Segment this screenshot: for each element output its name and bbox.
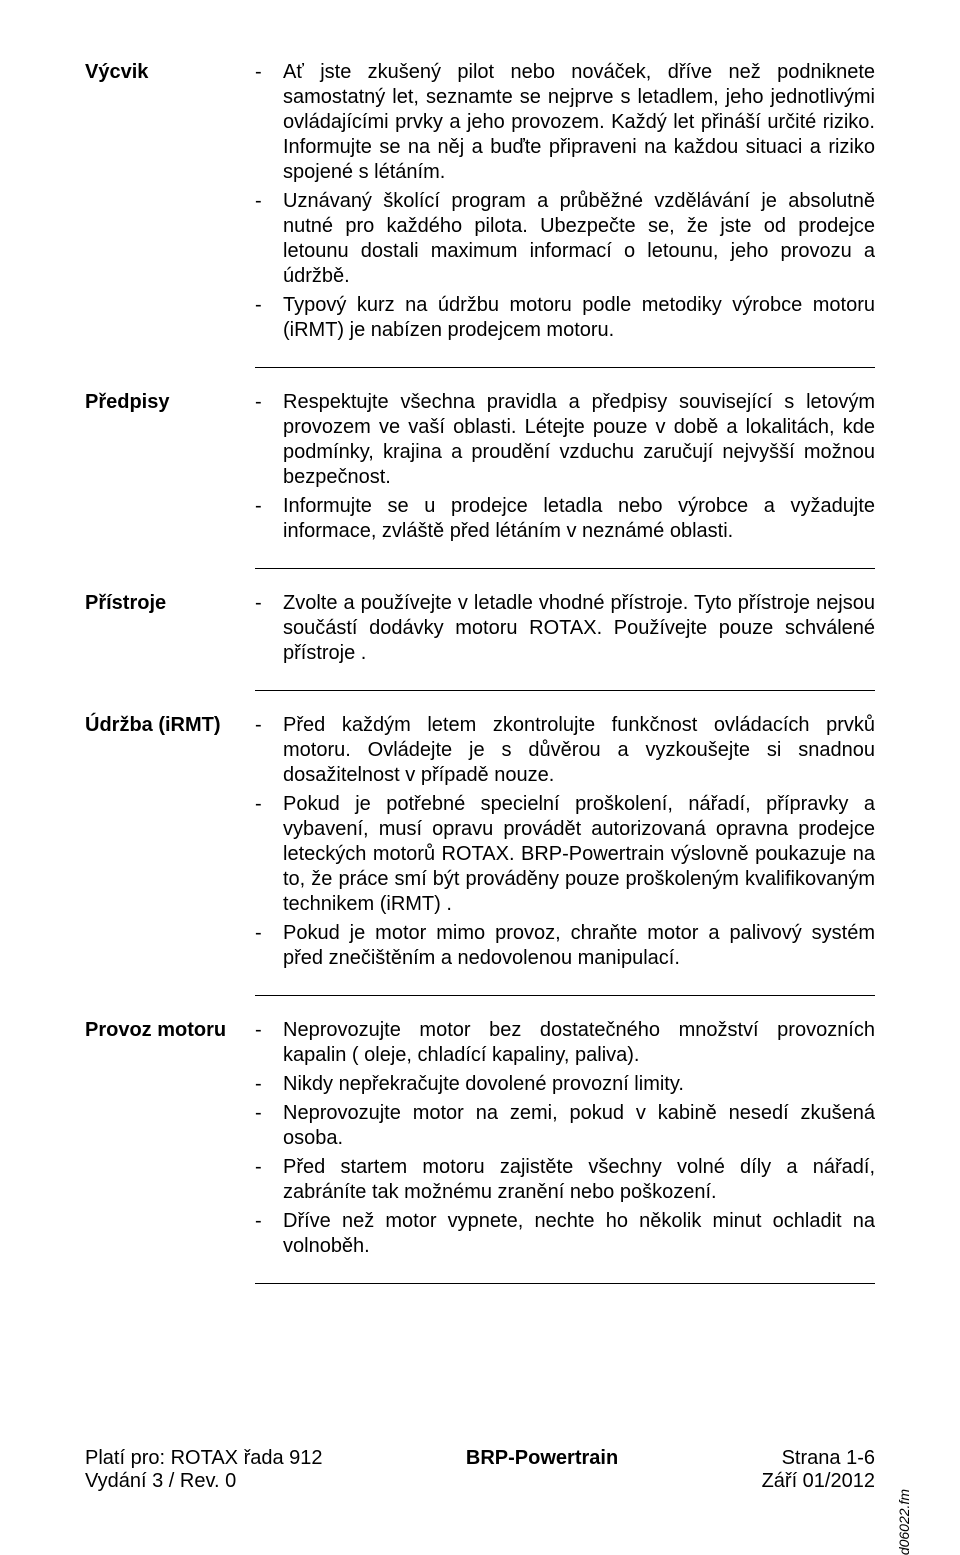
section-content: -Před každým letem zkontrolujte funkčnos… bbox=[255, 713, 875, 975]
bullet-item: -Typový kurz na údržbu motoru podle meto… bbox=[255, 293, 875, 343]
bullet-text: Před startem motoru zajistěte všechny vo… bbox=[283, 1155, 875, 1205]
bullet-item: -Ať jste zkušený pilot nebo nováček, dří… bbox=[255, 60, 875, 185]
footer-center: BRP-Powertrain bbox=[466, 1447, 618, 1493]
bullet-text: Zvolte a používejte v letadle vhodné pří… bbox=[283, 591, 875, 666]
bullet-text: Informujte se u prodejce letadla nebo vý… bbox=[283, 494, 875, 544]
bullet-item: -Uznávaný školící program a průběžné vzd… bbox=[255, 189, 875, 289]
bullet-item: -Neprovozujte motor bez dostatečného mno… bbox=[255, 1018, 875, 1068]
section-label: Předpisy bbox=[85, 390, 255, 548]
bullet-dash-icon: - bbox=[255, 792, 283, 917]
bullet-text: Pokud je potřebné specielní proškolení, … bbox=[283, 792, 875, 917]
footer-left: Platí pro: ROTAX řada 912 Vydání 3 / Rev… bbox=[85, 1447, 323, 1493]
bullet-text: Typový kurz na údržbu motoru podle metod… bbox=[283, 293, 875, 343]
bullet-item: -Pokud je motor mimo provoz, chraňte mot… bbox=[255, 921, 875, 971]
page: Výcvik-Ať jste zkušený pilot nebo nováče… bbox=[0, 0, 960, 1531]
bullet-dash-icon: - bbox=[255, 1155, 283, 1205]
bullet-text: Dříve než motor vypnete, nechte ho někol… bbox=[283, 1209, 875, 1259]
section-label: Údržba (iRMT) bbox=[85, 713, 255, 975]
bullet-dash-icon: - bbox=[255, 390, 283, 490]
bullet-item: -Informujte se u prodejce letadla nebo v… bbox=[255, 494, 875, 544]
side-filename: d06022.fm bbox=[896, 1489, 912, 1555]
bullet-dash-icon: - bbox=[255, 591, 283, 666]
bullet-dash-icon: - bbox=[255, 293, 283, 343]
bullet-text: Neprovozujte motor na zemi, pokud v kabi… bbox=[283, 1101, 875, 1151]
bullet-dash-icon: - bbox=[255, 1072, 283, 1097]
bullet-text: Respektujte všechna pravidla a předpisy … bbox=[283, 390, 875, 490]
footer-right-line1: Strana 1-6 bbox=[782, 1447, 875, 1469]
section: Údržba (iRMT)-Před každým letem zkontrol… bbox=[85, 713, 875, 975]
bullet-text: Uznávaný školící program a průběžné vzdě… bbox=[283, 189, 875, 289]
bullet-dash-icon: - bbox=[255, 189, 283, 289]
bullet-dash-icon: - bbox=[255, 713, 283, 788]
bullet-item: -Neprovozujte motor na zemi, pokud v kab… bbox=[255, 1101, 875, 1151]
section: Přístroje-Zvolte a používejte v letadle … bbox=[85, 591, 875, 670]
footer: Platí pro: ROTAX řada 912 Vydání 3 / Rev… bbox=[85, 1447, 875, 1493]
bullet-text: Neprovozujte motor bez dostatečného množ… bbox=[283, 1018, 875, 1068]
footer-left-line1: Platí pro: ROTAX řada 912 bbox=[85, 1447, 323, 1469]
section-content: -Respektujte všechna pravidla a předpisy… bbox=[255, 390, 875, 548]
bullet-dash-icon: - bbox=[255, 494, 283, 544]
section-divider bbox=[255, 568, 875, 569]
bullet-item: -Před každým letem zkontrolujte funkčnos… bbox=[255, 713, 875, 788]
bullet-item: -Zvolte a používejte v letadle vhodné př… bbox=[255, 591, 875, 666]
section-divider bbox=[255, 1283, 875, 1284]
bullet-dash-icon: - bbox=[255, 60, 283, 185]
section-label: Přístroje bbox=[85, 591, 255, 670]
bullet-item: -Respektujte všechna pravidla a předpisy… bbox=[255, 390, 875, 490]
section: Výcvik-Ať jste zkušený pilot nebo nováče… bbox=[85, 60, 875, 347]
bullet-dash-icon: - bbox=[255, 1018, 283, 1068]
bullet-item: -Pokud je potřebné specielní proškolení,… bbox=[255, 792, 875, 917]
section-divider bbox=[255, 995, 875, 996]
footer-left-line2: Vydání 3 / Rev. 0 bbox=[85, 1470, 236, 1492]
footer-right: Strana 1-6 Září 01/2012 bbox=[762, 1447, 875, 1493]
section-content: -Neprovozujte motor bez dostatečného mno… bbox=[255, 1018, 875, 1263]
bullet-text: Nikdy nepřekračujte dovolené provozní li… bbox=[283, 1072, 875, 1097]
section-content: -Zvolte a používejte v letadle vhodné př… bbox=[255, 591, 875, 670]
bullet-item: -Před startem motoru zajistěte všechny v… bbox=[255, 1155, 875, 1205]
bullet-text: Ať jste zkušený pilot nebo nováček, dřív… bbox=[283, 60, 875, 185]
section: Provoz motoru-Neprovozujte motor bez dos… bbox=[85, 1018, 875, 1263]
bullet-item: -Dříve než motor vypnete, nechte ho něko… bbox=[255, 1209, 875, 1259]
section-label: Výcvik bbox=[85, 60, 255, 347]
bullet-dash-icon: - bbox=[255, 1101, 283, 1151]
section-divider bbox=[255, 690, 875, 691]
bullet-item: -Nikdy nepřekračujte dovolené provozní l… bbox=[255, 1072, 875, 1097]
section-label: Provoz motoru bbox=[85, 1018, 255, 1263]
section-content: -Ať jste zkušený pilot nebo nováček, dří… bbox=[255, 60, 875, 347]
bullet-text: Pokud je motor mimo provoz, chraňte moto… bbox=[283, 921, 875, 971]
bullet-dash-icon: - bbox=[255, 921, 283, 971]
section: Předpisy-Respektujte všechna pravidla a … bbox=[85, 390, 875, 548]
footer-right-line2: Září 01/2012 bbox=[762, 1470, 875, 1492]
bullet-text: Před každým letem zkontrolujte funkčnost… bbox=[283, 713, 875, 788]
sections-root: Výcvik-Ať jste zkušený pilot nebo nováče… bbox=[85, 60, 875, 1294]
section-divider bbox=[255, 367, 875, 368]
bullet-dash-icon: - bbox=[255, 1209, 283, 1259]
